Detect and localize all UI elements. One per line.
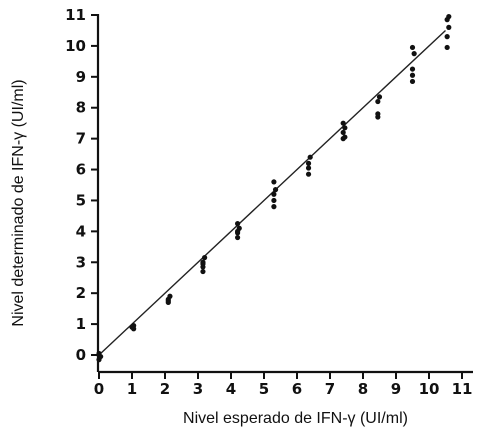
data-point — [271, 197, 277, 204]
data-point — [342, 134, 348, 140]
data-points-layer — [96, 13, 452, 363]
x-tick-label: 11 — [452, 380, 473, 398]
x-tick-label: 7 — [325, 380, 335, 398]
y-axis: 0 1 2 3 4 5 6 7 8 9 10 11 — [65, 6, 100, 372]
y-tick-label: 11 — [65, 6, 86, 24]
x-tick-label: 4 — [226, 380, 236, 398]
data-point — [375, 98, 381, 105]
data-point — [409, 66, 416, 72]
data-point — [375, 111, 381, 117]
data-point — [202, 255, 208, 261]
data-point — [376, 94, 383, 100]
data-point — [167, 293, 173, 299]
data-point — [272, 187, 279, 193]
data-point — [200, 268, 206, 275]
y-tick-label: 5 — [76, 191, 86, 209]
y-tick-label: 10 — [65, 37, 86, 55]
x-tick-label: 1 — [127, 380, 137, 398]
data-point — [444, 44, 450, 51]
y-tick-label: 3 — [76, 253, 86, 271]
data-point — [271, 204, 277, 210]
x-tick-label: 6 — [292, 380, 302, 398]
y-tick-label: 1 — [76, 315, 86, 333]
data-point — [305, 160, 312, 166]
y-tick-label: 7 — [76, 130, 86, 148]
data-point — [342, 125, 348, 131]
data-point — [340, 129, 346, 136]
data-point — [96, 350, 102, 357]
data-point — [307, 154, 313, 160]
data-point — [411, 51, 417, 57]
data-point — [305, 171, 312, 177]
x-tick-label: 2 — [160, 380, 170, 398]
x-tick-label: 5 — [259, 380, 269, 398]
data-point — [446, 13, 452, 20]
data-point — [271, 191, 277, 197]
x-tick-label: 8 — [358, 380, 368, 398]
data-point — [235, 221, 241, 227]
x-tick-label: 10 — [419, 380, 440, 398]
data-point — [200, 261, 206, 267]
data-point — [305, 165, 312, 171]
x-tick-label: 0 — [94, 380, 104, 398]
y-tick-label: 8 — [76, 99, 86, 117]
y-tick-label: 6 — [76, 161, 86, 179]
data-point — [235, 228, 241, 234]
data-point — [446, 24, 452, 30]
data-point — [409, 78, 416, 85]
y-tick-label: 2 — [76, 284, 86, 302]
data-point — [444, 34, 450, 40]
data-point — [235, 234, 241, 241]
data-point — [409, 44, 416, 51]
y-axis-title: Nivel determinado de IFN-γ (UI/ml) — [10, 79, 27, 326]
x-axis-title: Nivel esperado de IFN-γ (UI/ml) — [183, 410, 408, 427]
data-point — [409, 72, 416, 78]
data-point — [271, 179, 277, 185]
x-tick-label: 3 — [193, 380, 203, 398]
data-point — [340, 120, 346, 126]
data-point — [129, 324, 135, 330]
x-tick-label: 9 — [391, 380, 401, 398]
data-point — [165, 298, 171, 304]
y-tick-label: 9 — [76, 68, 86, 86]
x-axis: 0 1 2 3 4 5 6 7 8 9 10 11 — [94, 370, 473, 398]
y-tick-label: 0 — [76, 346, 86, 364]
y-tick-label: 4 — [76, 222, 86, 240]
